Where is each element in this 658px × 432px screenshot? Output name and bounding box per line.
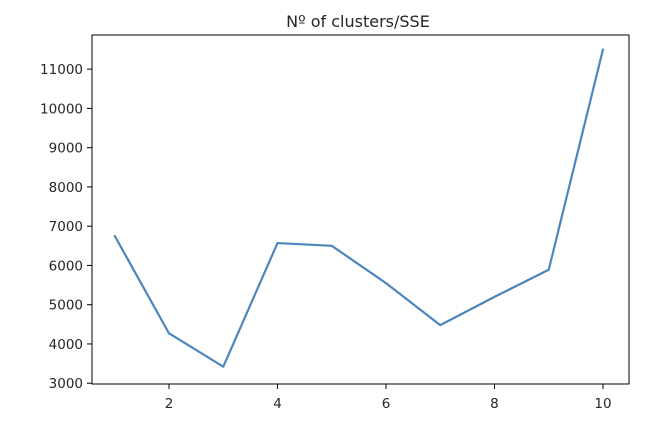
x-tick-label: 10 (594, 396, 611, 412)
axes: 2 4 6 8 10 3000 4000 5000 6000 7000 8000 9000 10000 1… (40, 34, 630, 412)
y-tick-label: 10000 (40, 101, 83, 117)
plot-frame (91, 34, 630, 385)
x-tick-label: 6 (382, 396, 391, 412)
plot-area (113, 48, 605, 368)
x-tick-label: 8 (490, 396, 499, 412)
y-tick-label: 4000 (49, 337, 83, 353)
y-tick-label: 5000 (49, 298, 83, 314)
y-tick-label: 9000 (49, 141, 83, 157)
y-tick-label: 11000 (40, 62, 83, 78)
y-tick-label: 6000 (49, 258, 83, 274)
chart-title: Nº of clusters/SSE (286, 12, 430, 31)
y-tick-label: 7000 (49, 219, 83, 235)
y-tick-label: 8000 (49, 180, 83, 196)
y-tick-label: 3000 (49, 376, 83, 392)
x-tick-label: 4 (273, 396, 282, 412)
x-tick-label: 2 (165, 396, 174, 412)
series-line-0 (113, 48, 605, 368)
